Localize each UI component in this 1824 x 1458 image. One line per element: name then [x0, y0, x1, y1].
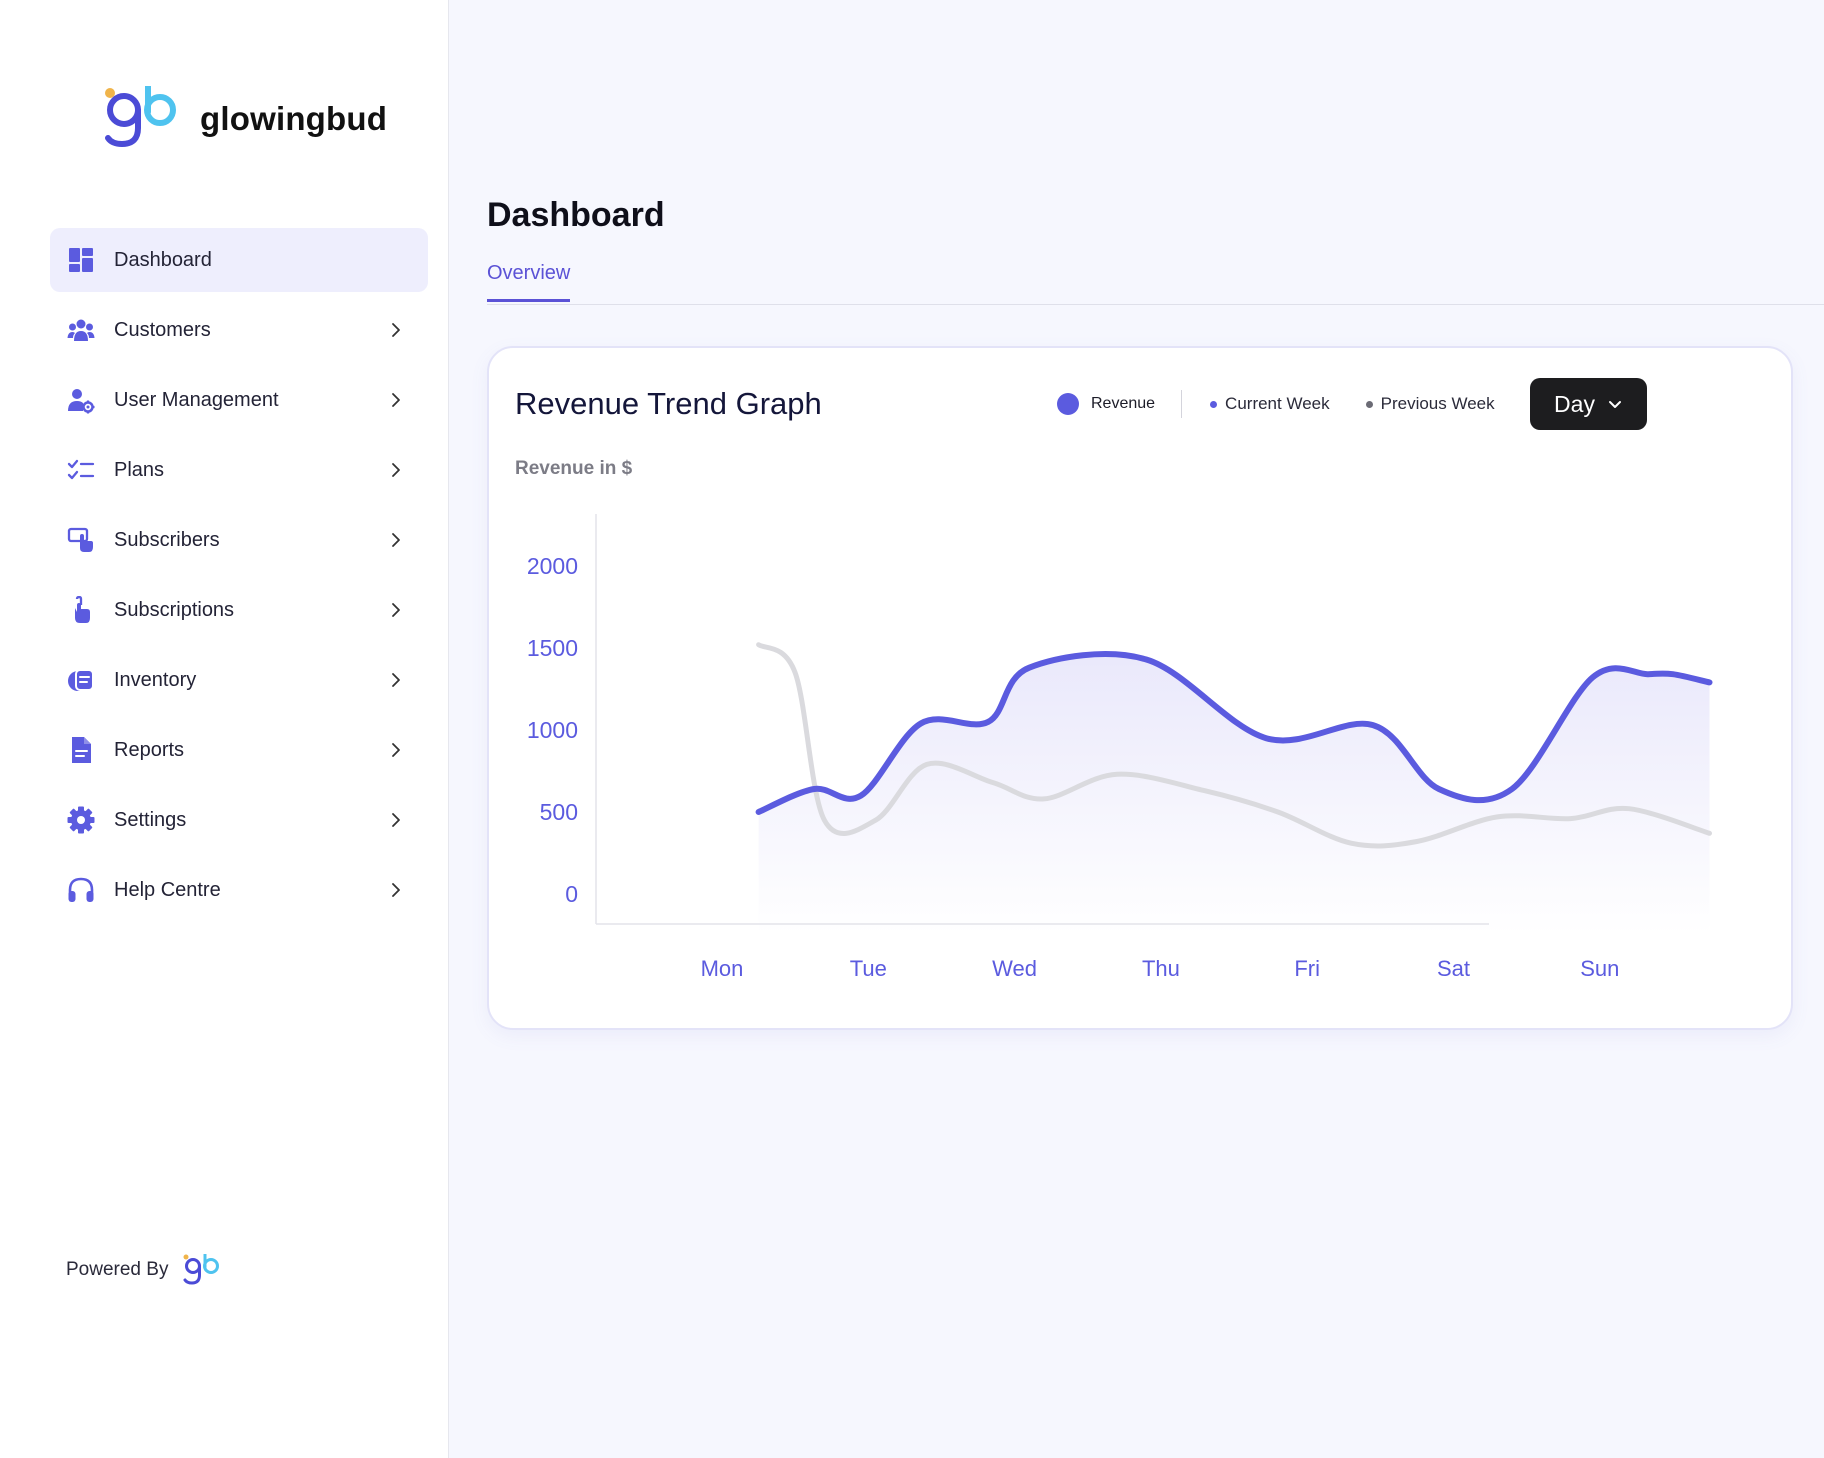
- subscribers-icon: [66, 525, 96, 555]
- x-tick-label: Thu: [1142, 956, 1180, 981]
- chevron-right-icon: [392, 743, 400, 757]
- period-dropdown-label: Day: [1554, 390, 1595, 417]
- plans-icon: [66, 455, 96, 485]
- main-content: Dashboard Overview 0 500 1000 1500 2000 Mon T…: [449, 0, 1824, 1458]
- y-axis-title: Revenue in $: [515, 458, 633, 479]
- sidebar: glowingbud Dashboard Customers User Mana…: [0, 0, 449, 1458]
- legend-divider: [1181, 390, 1183, 418]
- chevron-right-icon: [392, 603, 400, 617]
- y-tick-label: 0: [565, 881, 578, 907]
- sidebar-item-customers[interactable]: Customers: [50, 298, 428, 362]
- revenue-trend-card: 0 500 1000 1500 2000 Mon Tue Wed Thu Fri Sat Sun R…: [487, 346, 1793, 1030]
- previous-week-line: [756, 642, 1712, 849]
- chevron-right-icon: [392, 533, 400, 547]
- x-tick-label: Tue: [850, 956, 887, 981]
- legend-current-week-marker: [1210, 400, 1218, 408]
- powered-by: Powered By: [66, 1254, 224, 1286]
- current-week-line: [755, 651, 1713, 815]
- y-tick-label: 1500: [527, 635, 578, 661]
- dashboard-icon: [66, 245, 96, 275]
- sidebar-item-label: Dashboard: [114, 248, 212, 271]
- chevron-right-icon: [392, 673, 400, 687]
- sidebar-item-dashboard[interactable]: Dashboard: [50, 228, 428, 292]
- customers-icon: [66, 315, 96, 345]
- sidebar-item-subscriptions[interactable]: Subscriptions: [50, 578, 428, 642]
- brand-logo[interactable]: glowingbud: [102, 86, 387, 152]
- y-tick-label: 2000: [527, 553, 578, 579]
- sidebar-item-settings[interactable]: Settings: [50, 788, 428, 852]
- chevron-down-icon: [1608, 401, 1621, 408]
- user-management-icon: [66, 385, 96, 415]
- current-week-area: [758, 654, 1710, 934]
- sidebar-item-plans[interactable]: Plans: [50, 438, 428, 502]
- sidebar-item-label: Help Centre: [114, 878, 221, 901]
- sidebar-item-label: Inventory: [114, 668, 197, 691]
- chart-legend: Revenue Current Week Previous Week: [1057, 390, 1495, 418]
- legend-previous-week-marker: [1365, 400, 1373, 408]
- chevron-right-icon: [392, 463, 400, 477]
- x-tick-label: Mon: [701, 956, 744, 981]
- sidebar-item-label: Subscribers: [114, 528, 220, 551]
- tab-overview[interactable]: Overview: [487, 262, 571, 302]
- sidebar-item-label: Customers: [114, 318, 211, 341]
- sidebar-item-label: Plans: [114, 458, 165, 481]
- sidebar-item-reports[interactable]: Reports: [50, 718, 428, 782]
- sidebar-item-help-centre[interactable]: Help Centre: [50, 858, 428, 922]
- inventory-icon: [66, 665, 96, 695]
- y-tick-label: 500: [540, 799, 578, 825]
- legend-revenue-label: Revenue: [1091, 395, 1156, 412]
- settings-icon: [66, 805, 96, 835]
- sidebar-item-label: Subscriptions: [114, 598, 235, 621]
- sidebar-item-subscribers[interactable]: Subscribers: [50, 508, 428, 572]
- sidebar-item-label: Reports: [114, 738, 185, 761]
- chart-title: Revenue Trend Graph: [515, 386, 822, 421]
- legend-previous-week-label: Previous Week: [1380, 394, 1495, 413]
- legend-current-week-label: Current Week: [1225, 394, 1330, 413]
- brand-name: glowingbud: [200, 100, 388, 137]
- x-tick-label: Wed: [992, 956, 1037, 981]
- chevron-right-icon: [392, 813, 400, 827]
- x-tick-label: Sat: [1437, 956, 1470, 981]
- glowingbud-logo-icon: [105, 86, 176, 148]
- page-title: Dashboard: [487, 196, 665, 234]
- sidebar-item-inventory[interactable]: Inventory: [50, 648, 428, 712]
- x-tick-label: Fri: [1294, 956, 1320, 981]
- reports-icon: [66, 735, 96, 765]
- chevron-right-icon: [392, 323, 400, 337]
- revenue-trend-chart: 0 500 1000 1500 2000 Mon Tue Wed Thu Fri Sat Sun: [527, 514, 1713, 981]
- chevron-right-icon: [392, 883, 400, 897]
- glowingbud-small-logo-icon: [183, 1254, 220, 1285]
- period-dropdown[interactable]: Day: [1530, 378, 1647, 430]
- powered-by-label: Powered By: [66, 1259, 169, 1280]
- tab-bar: Overview: [487, 258, 1824, 305]
- sidebar-nav: Dashboard Customers User Management Plan…: [50, 228, 428, 928]
- headphones-icon: [66, 875, 96, 905]
- y-tick-label: 1000: [527, 717, 578, 743]
- sidebar-item-label: Settings: [114, 808, 187, 831]
- sidebar-item-user-management[interactable]: User Management: [50, 368, 428, 432]
- chevron-right-icon: [392, 393, 400, 407]
- subscriptions-icon: [66, 595, 96, 625]
- x-tick-label: Sun: [1580, 956, 1619, 981]
- sidebar-item-label: User Management: [114, 388, 279, 411]
- legend-revenue-marker: [1057, 393, 1079, 415]
